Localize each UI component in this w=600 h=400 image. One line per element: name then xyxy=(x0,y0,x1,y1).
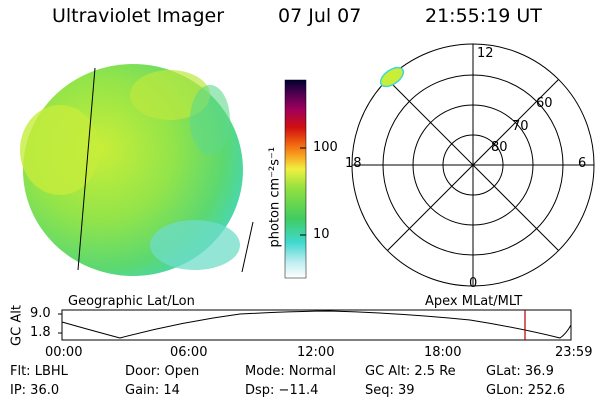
lat-label-70: 70 xyxy=(512,119,529,134)
colorbar xyxy=(284,79,307,279)
uv-image-disk xyxy=(20,64,243,276)
apex-label: Apex MLat/MLT xyxy=(425,294,523,309)
filter-info: Flt: LBHL xyxy=(10,364,68,379)
date-label: 07 Jul 07 xyxy=(278,5,362,27)
x-tick-1200: 12:00 xyxy=(297,345,335,360)
x-tick-1800: 18:00 xyxy=(424,345,462,360)
terminator-line xyxy=(77,67,96,271)
x-tick-0000: 00:00 xyxy=(45,345,83,360)
glon-info: GLon: 252.6 xyxy=(486,383,566,398)
timeline-plot xyxy=(58,309,572,341)
colorbar-tick-label-100: 100 xyxy=(313,140,338,155)
gc-alt-info: GC Alt: 2.5 Re xyxy=(365,364,456,379)
glat-info: GLat: 36.9 xyxy=(486,364,554,379)
gain-info: Gain: 14 xyxy=(125,383,180,398)
mlt-label-18: 18 xyxy=(345,156,362,171)
mlt-label-6: 6 xyxy=(578,156,587,171)
time-label: 21:55:19 UT xyxy=(425,5,542,27)
y-tick-9: 9.0 xyxy=(30,306,51,321)
y-tick-1-8: 1.8 xyxy=(30,325,51,340)
colorbar-unit-label: photon cm⁻²s⁻¹ xyxy=(267,146,283,248)
mlt-label-0: 0 xyxy=(469,276,478,291)
lat-label-80: 80 xyxy=(491,140,508,155)
lat-label-60: 60 xyxy=(536,96,553,111)
instrument-title: Ultraviolet Imager xyxy=(52,5,225,27)
ip-info: IP: 36.0 xyxy=(10,383,60,398)
x-tick-0600: 06:00 xyxy=(170,345,208,360)
scale-line xyxy=(241,221,254,273)
geographic-label: Geographic Lat/Lon xyxy=(68,294,195,309)
dsp-info: Dsp: −11.4 xyxy=(245,383,319,398)
x-tick-2359: 23:59 xyxy=(555,345,593,360)
polar-plot xyxy=(351,43,595,287)
mode-info: Mode: Normal xyxy=(245,364,336,379)
aurora-blob xyxy=(379,66,405,88)
door-info: Door: Open xyxy=(125,364,200,379)
gc-alt-axis-label: GC Alt xyxy=(9,305,25,346)
colorbar-tick-label-10: 10 xyxy=(313,227,330,242)
mlt-label-12: 12 xyxy=(477,46,494,61)
seq-info: Seq: 39 xyxy=(365,383,415,398)
